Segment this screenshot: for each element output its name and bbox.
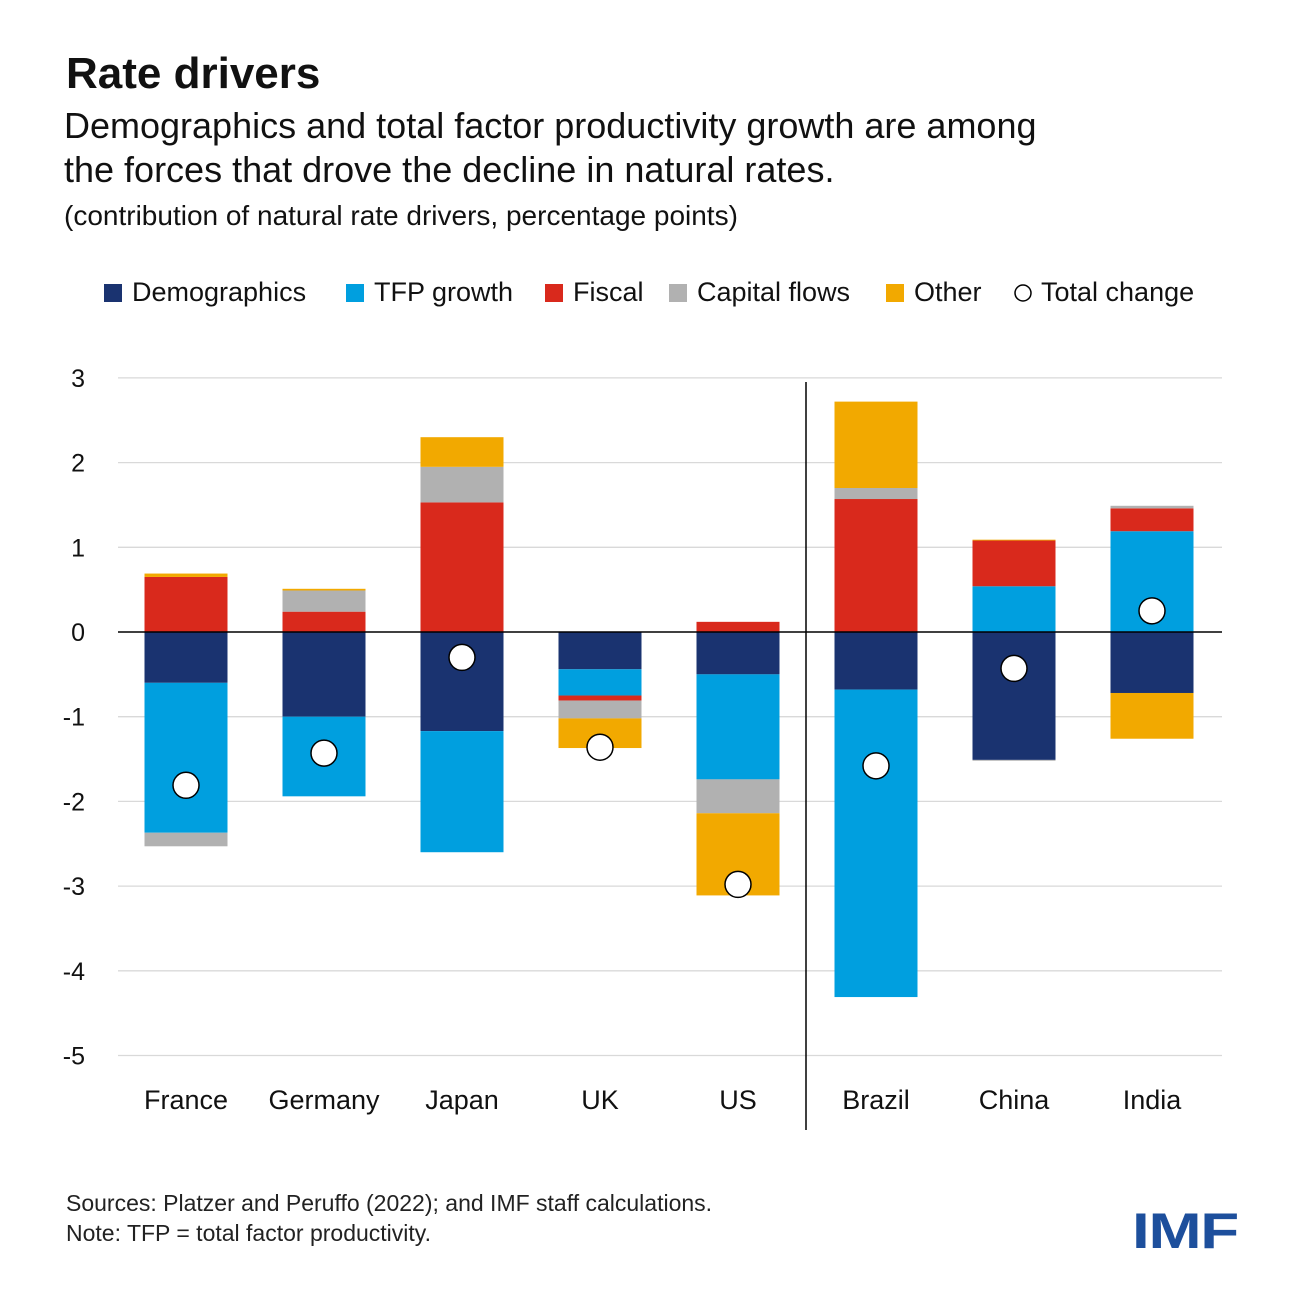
x-category-label: Brazil xyxy=(842,1085,910,1115)
x-category-label: France xyxy=(144,1085,228,1115)
bar-segment-demographics xyxy=(1110,632,1194,693)
x-category-label: India xyxy=(1123,1085,1183,1115)
legend-label: Demographics xyxy=(132,277,306,307)
y-tick-label: -2 xyxy=(63,788,85,816)
sources-note: Sources: Platzer and Peruffo (2022); and… xyxy=(66,1190,712,1216)
bar-segment-other xyxy=(282,588,366,591)
legend-swatch xyxy=(346,284,364,302)
bar-segment-other xyxy=(834,401,918,489)
bar-segment-fiscal xyxy=(144,576,228,632)
bar-segment-fiscal xyxy=(834,499,918,632)
legend-label: Capital flows xyxy=(697,277,850,307)
bar-segment-fiscal xyxy=(696,621,780,632)
legend-label: TFP growth xyxy=(374,277,513,307)
bar-segment-fiscal xyxy=(282,611,366,632)
total-change-marker xyxy=(448,643,476,672)
bar-segment-demographics xyxy=(144,632,228,683)
y-tick-label: -1 xyxy=(63,704,85,732)
legend-swatch xyxy=(104,284,122,302)
bar-segment-tfp-growth xyxy=(558,669,642,696)
bar-segment-tfp-growth xyxy=(696,674,780,780)
gridlines: 3 2 1 0 -1 -2 -3 -4 -5 xyxy=(63,365,1222,1071)
bar-segment-fiscal xyxy=(420,502,504,632)
bar-segment-demographics xyxy=(282,632,366,717)
footnote: Note: TFP = total factor productivity. xyxy=(66,1220,431,1246)
bar-segment-capital-flows xyxy=(696,779,780,814)
bar-segment-fiscal xyxy=(558,695,642,701)
y-tick-label: -5 xyxy=(63,1043,85,1071)
legend-swatch xyxy=(545,284,563,302)
bar-segment-capital-flows xyxy=(420,466,504,503)
imf-logo: IMF xyxy=(1132,1203,1238,1259)
bar-segment-demographics xyxy=(834,632,918,690)
total-change-marker xyxy=(862,752,890,780)
bar-segment-other xyxy=(972,539,1056,541)
bar-segment-fiscal xyxy=(1110,508,1194,532)
legend-total-marker xyxy=(1014,284,1032,302)
bar-segment-capital-flows xyxy=(1110,505,1194,509)
bar-segment-capital-flows xyxy=(144,832,228,847)
legend-label: Total change xyxy=(1041,277,1194,307)
bar-segment-capital-flows xyxy=(972,759,1056,761)
x-category-label: US xyxy=(719,1085,757,1115)
bar-segment-capital-flows xyxy=(282,590,366,612)
chart-title: Rate drivers xyxy=(66,49,320,98)
x-category-label: Japan xyxy=(425,1085,499,1115)
total-markers xyxy=(172,597,1166,899)
total-change-marker xyxy=(310,739,338,767)
chart-subtitle-line1: Demographics and total factor productivi… xyxy=(64,105,1037,146)
total-change-marker xyxy=(1138,597,1166,625)
bar-segment-capital-flows xyxy=(558,700,642,719)
axes xyxy=(118,382,1222,1130)
bar-segment-other xyxy=(1110,692,1194,739)
bar-segment-fiscal xyxy=(972,540,1056,587)
total-change-marker xyxy=(724,870,752,899)
bar-segment-demographics xyxy=(972,632,1056,760)
total-change-marker xyxy=(1000,654,1028,683)
total-change-marker xyxy=(586,733,614,761)
legend-swatch xyxy=(886,284,904,302)
y-tick-label: 1 xyxy=(71,534,85,562)
bar-segment-demographics xyxy=(696,632,780,675)
legend-label: Other xyxy=(914,277,982,307)
chart-subtitle-line2: the forces that drove the decline in nat… xyxy=(64,149,834,190)
bar-segment-tfp-growth xyxy=(420,731,504,853)
legend-label: Fiscal xyxy=(573,277,644,307)
y-tick-label: 2 xyxy=(71,450,85,478)
bar-segment-tfp-growth xyxy=(834,689,918,998)
x-category-label: Germany xyxy=(268,1085,380,1115)
bar-segment-other xyxy=(420,437,504,467)
bar-segment-capital-flows xyxy=(834,488,918,500)
y-tick-label: -3 xyxy=(63,873,85,901)
bar-segment-tfp-growth xyxy=(972,586,1056,632)
y-tick-label: -4 xyxy=(63,958,85,986)
x-category-label: UK xyxy=(581,1085,619,1115)
y-tick-label: 0 xyxy=(71,619,85,647)
total-change-marker xyxy=(172,771,200,800)
y-tick-label: 3 xyxy=(71,365,85,393)
legend: Demographics TFP growth Fiscal Capital flow… xyxy=(104,277,1194,307)
bar-segment-tfp-growth xyxy=(144,682,228,833)
unit-note: (contribution of natural rate drivers, p… xyxy=(64,200,738,231)
x-category-label: China xyxy=(979,1085,1051,1115)
legend-swatch xyxy=(669,284,687,302)
bar-segment-demographics xyxy=(558,632,642,670)
bar-segment-other xyxy=(144,573,228,577)
category-labels: France Germany Japan UK US Brazil China India xyxy=(144,1085,1182,1115)
bars xyxy=(144,401,1194,998)
